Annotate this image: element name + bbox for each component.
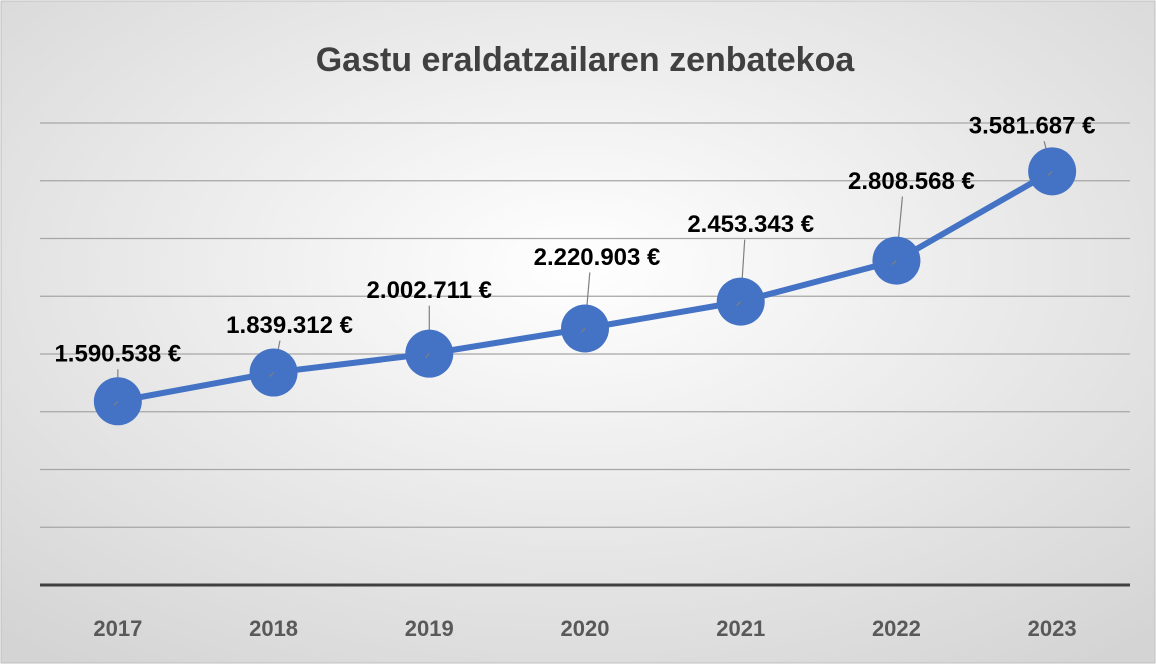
x-tick-label: 2020 <box>561 616 610 641</box>
data-label: 1.839.312 € <box>226 312 353 339</box>
marker <box>93 377 142 426</box>
data-label: 2.453.343 € <box>687 211 814 238</box>
leader-line <box>736 301 742 307</box>
leader-line <box>892 260 897 266</box>
x-tick-label: 2022 <box>872 616 921 641</box>
chart-title: Gastu eraldatzailaren zenbatekoa <box>316 41 856 79</box>
leader-line <box>580 328 586 333</box>
leader-line <box>424 353 430 359</box>
x-tick-label: 2023 <box>1028 616 1077 641</box>
data-label: 2.220.903 € <box>534 244 661 271</box>
leader-line <box>113 400 119 406</box>
data-label: 1.590.538 € <box>54 341 181 368</box>
x-tick-label: 2017 <box>93 616 142 641</box>
data-label: 2.808.568 € <box>848 168 975 195</box>
x-tick-label: 2019 <box>405 616 454 641</box>
x-tick-label: 2018 <box>249 616 298 641</box>
x-tick-label: 2021 <box>716 616 765 641</box>
data-label: 2.002.711 € <box>367 277 492 304</box>
data-label: 3.581.687 € <box>969 113 1096 140</box>
leader-line <box>1047 170 1053 176</box>
leader-line <box>269 372 274 377</box>
